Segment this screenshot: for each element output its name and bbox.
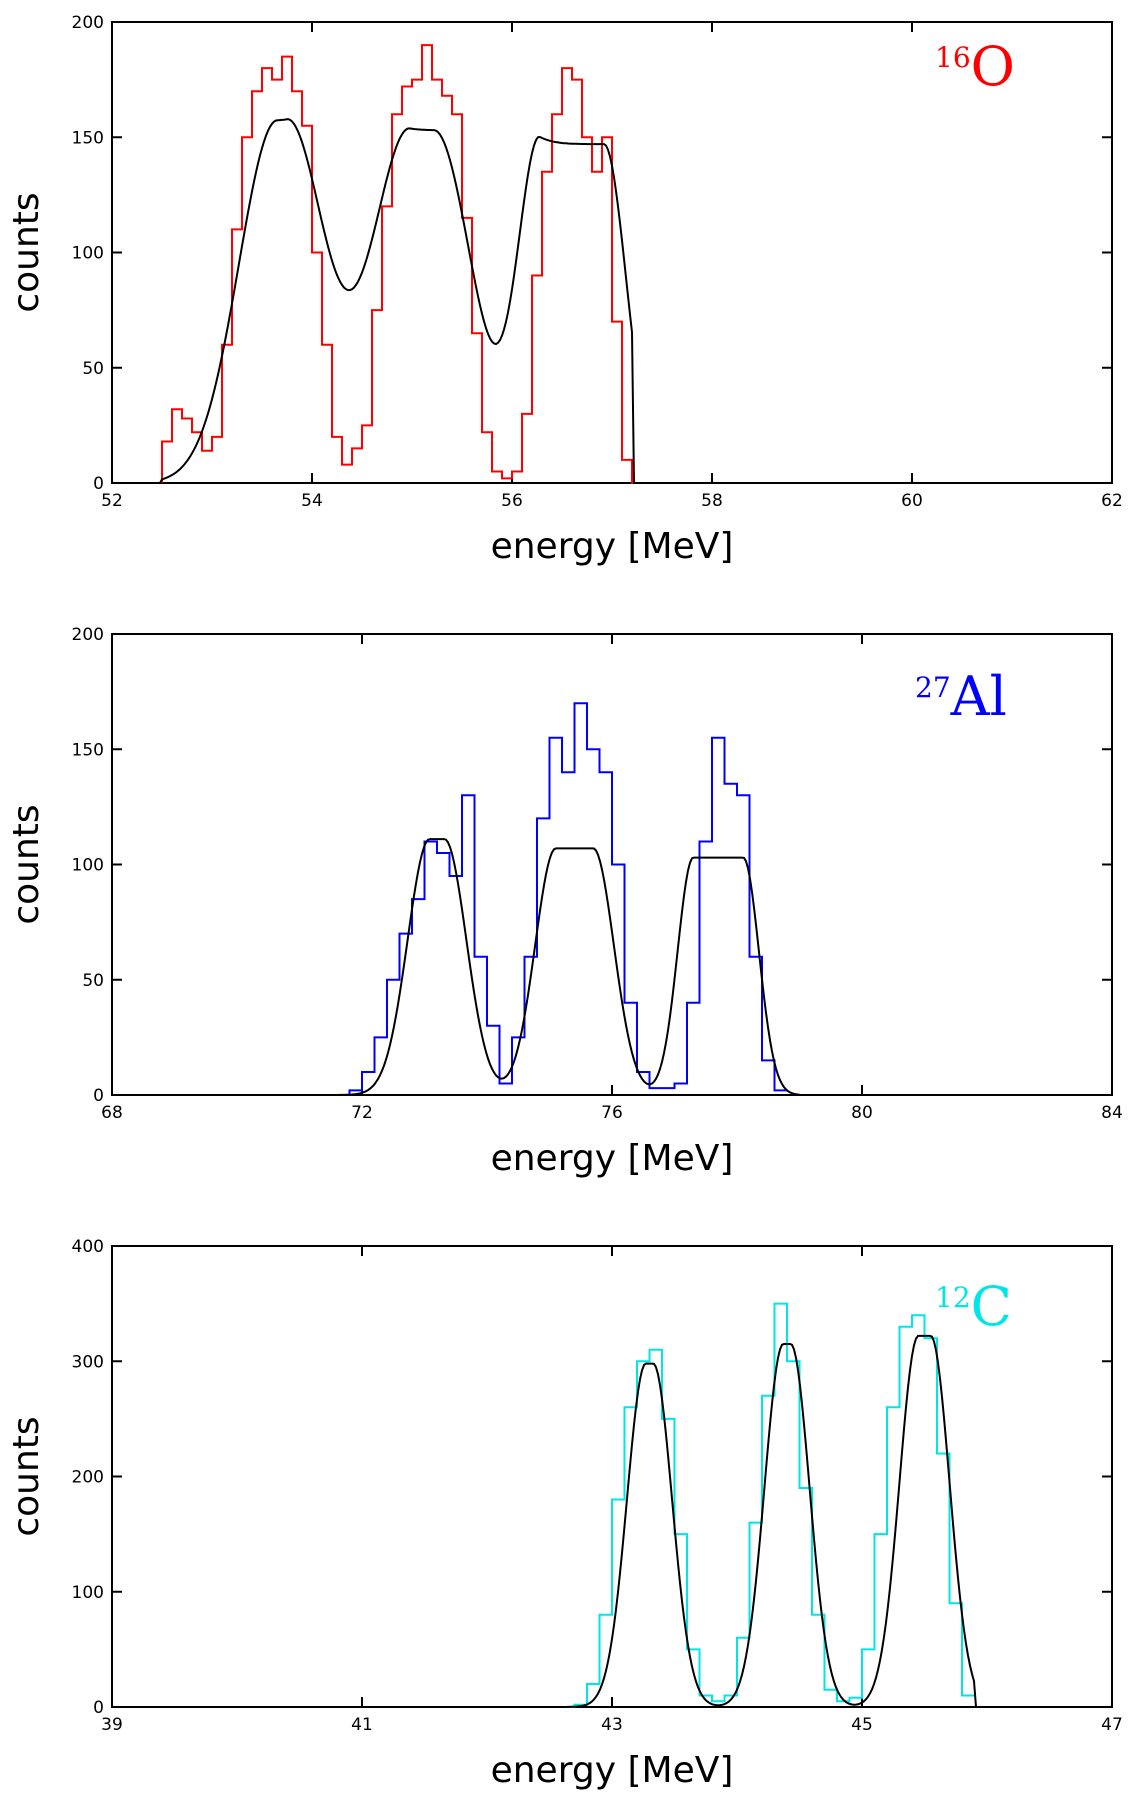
isotope-label: 16O bbox=[935, 35, 1015, 98]
x-tick-label: 45 bbox=[851, 1715, 873, 1735]
x-tick-label: 58 bbox=[701, 491, 723, 511]
x-tick-label: 52 bbox=[101, 491, 123, 511]
isotope-element: C bbox=[971, 1275, 1012, 1338]
data-histogram bbox=[562, 1302, 975, 1708]
x-tick-label: 62 bbox=[1101, 491, 1123, 511]
panel-aluminum: 68 72 76 80 84 0 50 100 150 200 energy [MeV] counts… bbox=[6, 625, 1123, 1179]
y-tick-label: 100 bbox=[72, 856, 104, 876]
x-tick-label: 56 bbox=[501, 491, 523, 511]
fit-curve bbox=[112, 1334, 1112, 1708]
isotope-mass-number: 27 bbox=[915, 671, 951, 704]
y-axis-title: counts bbox=[6, 804, 47, 924]
panel-oxygen: 52 54 56 58 60 62 0 50 100 150 200 energy [MeV] coun… bbox=[6, 13, 1123, 567]
isotope-element: Al bbox=[950, 665, 1007, 728]
x-tick-label: 39 bbox=[101, 1715, 123, 1735]
y-tick-label: 50 bbox=[82, 359, 104, 379]
x-tick-label: 72 bbox=[351, 1103, 373, 1123]
y-tick-label: 0 bbox=[93, 1086, 104, 1106]
isotope-mass-number: 12 bbox=[935, 1281, 971, 1314]
y-tick-label: 150 bbox=[72, 128, 104, 148]
y-tick-label: 0 bbox=[93, 1698, 104, 1718]
fit-curve bbox=[112, 118, 1112, 484]
y-tick-label: 200 bbox=[72, 1468, 104, 1488]
isotope-element: O bbox=[971, 35, 1015, 98]
y-tick-label: 400 bbox=[72, 1237, 104, 1257]
y-tick-label: 50 bbox=[82, 971, 104, 991]
y-tick-label: 300 bbox=[72, 1352, 104, 1372]
y-tick-label: 200 bbox=[72, 13, 104, 33]
x-tick-label: 47 bbox=[1101, 1715, 1123, 1735]
y-tick-label: 100 bbox=[72, 1583, 104, 1603]
y-tick-label: 100 bbox=[72, 244, 104, 264]
y-tick-label: 150 bbox=[72, 740, 104, 760]
isotope-label: 27Al bbox=[915, 665, 1007, 728]
x-axis-title: energy [MeV] bbox=[491, 526, 734, 567]
y-axis-title: counts bbox=[6, 1416, 47, 1536]
y-tick-label: 200 bbox=[72, 625, 104, 645]
x-tick-label: 68 bbox=[101, 1103, 123, 1123]
x-tick-label: 41 bbox=[351, 1715, 373, 1735]
x-tick-label: 84 bbox=[1101, 1103, 1123, 1123]
x-axis-title: energy [MeV] bbox=[491, 1138, 734, 1179]
data-histogram bbox=[348, 702, 787, 1095]
panel-carbon: 39 41 43 45 47 0 100 200 300 400 energy [MeV] count… bbox=[6, 1237, 1123, 1791]
fit-curve bbox=[112, 838, 1112, 1096]
x-axis-title: energy [MeV] bbox=[491, 1750, 734, 1791]
y-axis-title: counts bbox=[6, 192, 47, 312]
x-tick-label: 60 bbox=[901, 491, 923, 511]
data-histogram bbox=[161, 44, 642, 484]
x-tick-label: 54 bbox=[301, 491, 323, 511]
y-tick-label: 0 bbox=[93, 474, 104, 494]
isotope-mass-number: 16 bbox=[935, 41, 971, 74]
x-tick-label: 76 bbox=[601, 1103, 623, 1123]
isotope-label: 12C bbox=[935, 1275, 1012, 1338]
x-tick-label: 80 bbox=[851, 1103, 873, 1123]
x-tick-label: 43 bbox=[601, 1715, 623, 1735]
